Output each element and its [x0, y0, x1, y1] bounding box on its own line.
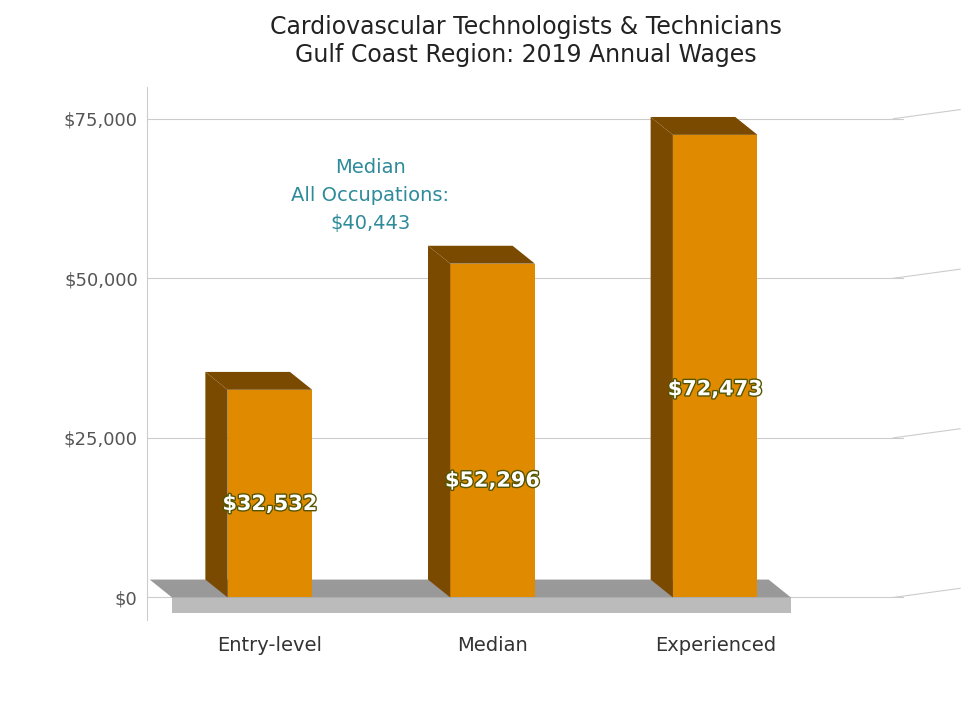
Polygon shape — [428, 246, 535, 264]
Polygon shape — [206, 372, 312, 390]
Polygon shape — [172, 597, 791, 613]
Text: Median
All Occupations:
$40,443: Median All Occupations: $40,443 — [292, 158, 449, 233]
Polygon shape — [650, 117, 673, 597]
Polygon shape — [673, 135, 758, 597]
Text: $32,532: $32,532 — [222, 494, 318, 514]
Text: $72,473: $72,473 — [668, 379, 762, 399]
Polygon shape — [428, 246, 450, 597]
Polygon shape — [150, 580, 791, 597]
Text: $52,296: $52,296 — [445, 471, 540, 491]
Polygon shape — [650, 117, 758, 135]
Polygon shape — [206, 372, 227, 597]
Polygon shape — [450, 264, 535, 597]
Polygon shape — [227, 390, 312, 597]
Title: Cardiovascular Technologists & Technicians
Gulf Coast Region: 2019 Annual Wages: Cardiovascular Technologists & Technicia… — [270, 15, 782, 67]
